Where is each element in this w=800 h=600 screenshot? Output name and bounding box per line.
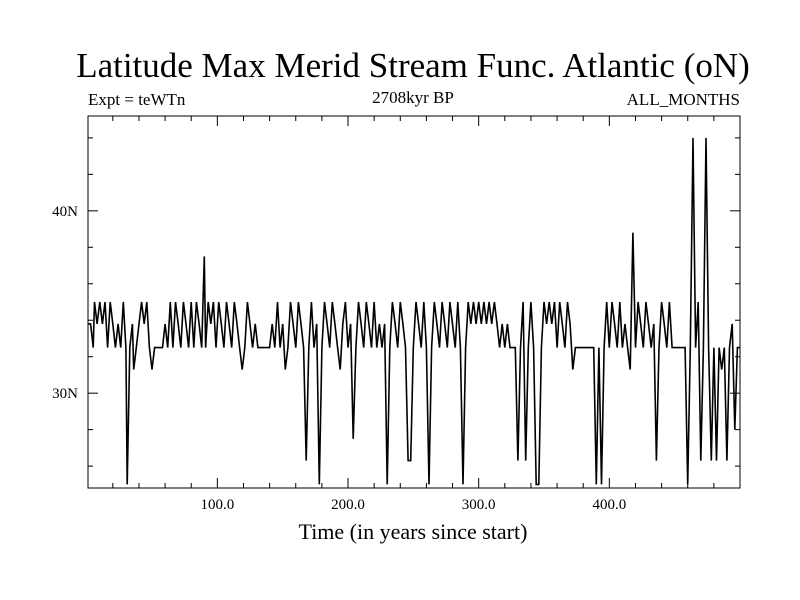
plot-frame	[87, 115, 741, 489]
chart-subtitle: 2708kyr BP	[372, 88, 454, 107]
months-label: ALL_MONTHS	[626, 90, 740, 109]
axis-ticks	[88, 116, 740, 488]
chart-title: Latitude Max Merid Stream Func. Atlantic…	[76, 46, 750, 85]
x-tick-label: 400.0	[592, 497, 626, 513]
y-tick-label: 30N	[52, 386, 78, 402]
series-line	[88, 137, 740, 486]
x-tick-label: 300.0	[462, 497, 496, 513]
x-axis-label: Time (in years since start)	[298, 519, 528, 544]
x-tick-label: 200.0	[331, 497, 365, 513]
tick-labels: 100.0 200.0 300.0 400.0 30N 40N	[52, 204, 626, 513]
y-tick-label: 40N	[52, 204, 78, 220]
experiment-label: Expt = teWTn	[88, 90, 186, 109]
x-tick-label: 100.0	[200, 497, 234, 513]
